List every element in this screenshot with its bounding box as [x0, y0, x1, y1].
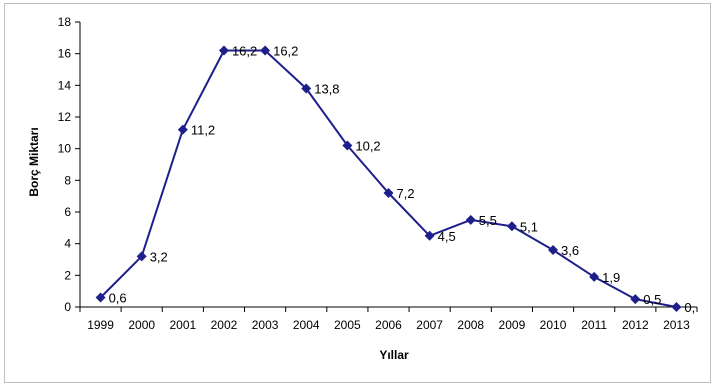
x-tick-label: 2005	[334, 318, 361, 332]
data-point-marker	[506, 221, 517, 232]
data-label: 11,2	[191, 123, 215, 138]
x-tick-label: 2002	[211, 318, 238, 332]
series-line	[99, 49, 677, 308]
x-tick-label: 2009	[499, 318, 526, 332]
data-label: 5,1	[520, 219, 538, 234]
data-point-marker	[177, 124, 188, 135]
x-tick-label: 2004	[293, 318, 320, 332]
y-tick-label: 14	[58, 78, 72, 92]
y-tick-label: 8	[64, 173, 71, 187]
x-tick-label: 2010	[540, 318, 567, 332]
data-point-marker	[136, 251, 147, 262]
y-tick-label: 6	[64, 205, 71, 219]
data-label: 7,2	[397, 186, 415, 201]
data-label: 13,8	[314, 82, 339, 97]
y-tick-label: 12	[58, 110, 72, 124]
data-point-marker	[301, 83, 312, 94]
chart-frame	[4, 3, 711, 383]
data-label: 16,2	[232, 44, 257, 59]
data-label: 1,9	[602, 270, 620, 285]
y-tick-label: 4	[64, 237, 71, 251]
data-label: 3,6	[561, 243, 579, 258]
x-tick-label: 2007	[416, 318, 443, 332]
data-point-marker	[424, 230, 435, 241]
data-label: 3,2	[150, 249, 168, 264]
y-tick-label: 10	[58, 142, 72, 156]
data-point-marker	[260, 45, 271, 56]
data-label: 0,5	[643, 292, 661, 307]
data-label: 0,6	[109, 291, 127, 306]
data-label: 4,5	[438, 229, 456, 244]
data-point-marker	[589, 271, 600, 282]
data-point-marker	[630, 294, 641, 305]
x-tick-label: 1999	[87, 318, 114, 332]
y-tick-label: 2	[64, 268, 71, 282]
data-label: 16,2	[273, 44, 298, 59]
x-tick-label: 2006	[375, 318, 402, 332]
data-point-marker	[218, 45, 229, 56]
data-point-marker	[383, 188, 394, 198]
x-tick-label: 2011	[581, 318, 607, 332]
x-axis-title: Yıllar	[379, 348, 409, 362]
data-point-marker	[342, 140, 353, 151]
x-tick-label: 2000	[128, 318, 155, 332]
y-axis-title: Borç Miktarı	[27, 127, 41, 196]
x-tick-label: 2013	[663, 318, 690, 332]
data-label: 10,2	[355, 139, 380, 154]
data-label: 5,5	[479, 213, 497, 228]
data-point-marker	[671, 302, 682, 312]
data-label: 0,	[684, 300, 695, 315]
x-tick-label: 2008	[457, 318, 484, 332]
x-tick-label: 2001	[169, 318, 196, 332]
x-tick-label: 2003	[252, 318, 279, 332]
data-point-marker	[95, 292, 106, 303]
data-point-marker	[548, 245, 559, 255]
y-tick-label: 18	[58, 15, 72, 29]
x-tick-label: 2012	[622, 318, 649, 332]
y-tick-label: 0	[64, 300, 71, 314]
data-point-marker	[465, 214, 476, 225]
y-tick-label: 16	[58, 47, 72, 61]
